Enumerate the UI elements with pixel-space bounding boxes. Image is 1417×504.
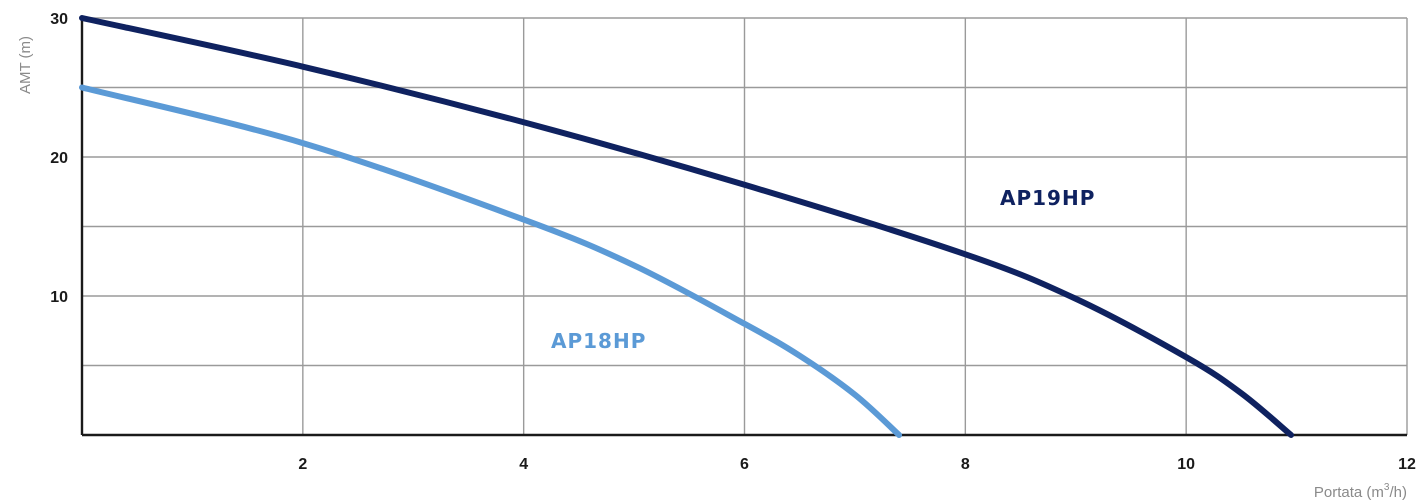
series — [79, 15, 1295, 438]
series-labels: AP19HP AP18HP — [551, 186, 1095, 353]
x-axis-title-sup: 3 — [1384, 482, 1390, 493]
x-tick-label-6: 6 — [740, 456, 749, 473]
x-tick-label-10: 10 — [1177, 456, 1195, 473]
series-label-ap19hp: AP19HP — [1000, 186, 1095, 210]
series-line-ap18hp — [79, 84, 903, 438]
series-line-ap19hp — [79, 15, 1295, 438]
x-tick-label-4: 4 — [519, 456, 528, 473]
y-tick-label-20: 20 — [50, 150, 68, 167]
grid — [82, 17, 1408, 435]
x-tick-label-8: 8 — [961, 456, 970, 473]
y-axis-title: AMT (m) — [17, 36, 34, 94]
x-tick-label-12: 12 — [1398, 456, 1416, 473]
x-axis-title-suffix: /h) — [1389, 484, 1407, 501]
x-tick-labels: 2 4 6 8 10 12 — [298, 456, 1416, 473]
y-tick-label-30: 30 — [50, 11, 68, 28]
y-tick-label-10: 10 — [50, 289, 68, 306]
y-tick-labels: 10 20 30 — [50, 11, 68, 306]
x-axis-title-main: Portata (m — [1314, 484, 1384, 501]
x-tick-label-2: 2 — [298, 456, 307, 473]
series-label-ap18hp: AP18HP — [551, 329, 646, 353]
x-axis-title: Portata (m3/h) — [1314, 482, 1407, 501]
